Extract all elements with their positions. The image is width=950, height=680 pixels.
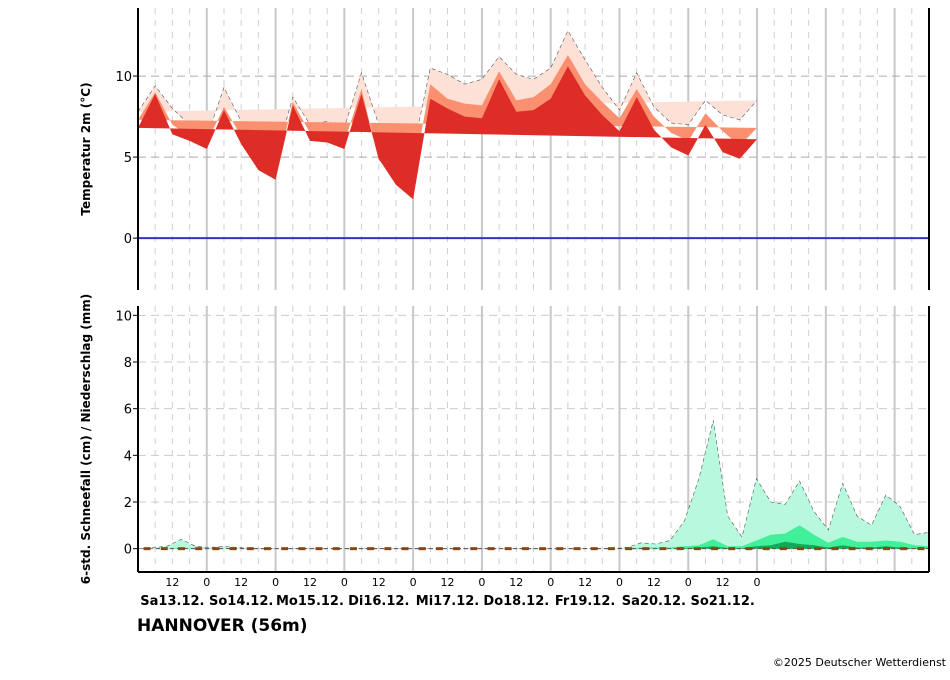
time-tick-label: 12: [303, 576, 317, 589]
snowfall-marker: [728, 547, 736, 551]
snowfall-marker: [401, 547, 409, 551]
station-title: HANNOVER (56m): [137, 616, 308, 636]
time-tick-label: 0: [478, 576, 485, 589]
snowfall-marker: [246, 547, 254, 551]
precipitation-tick-label: 0: [124, 543, 132, 558]
snowfall-marker: [573, 547, 581, 551]
copyright-notice: ©2025 Deutscher Wetterdienst: [772, 656, 946, 669]
precipitation-tick-label: 4: [124, 449, 132, 464]
precipitation-tick-label: 2: [124, 496, 132, 511]
snowfall-marker: [195, 547, 203, 551]
day-label: Mi17.12.: [416, 594, 479, 609]
snowfall-marker: [384, 547, 392, 551]
snowfall-marker: [143, 547, 151, 551]
snowfall-marker: [160, 547, 168, 551]
precipitation-tick-label: 6: [124, 403, 132, 418]
snowfall-marker: [556, 547, 564, 551]
snowfall-marker: [177, 547, 185, 551]
snowfall-marker: [625, 547, 633, 551]
snowfall-marker: [883, 547, 891, 551]
snowfall-marker: [504, 547, 512, 551]
time-tick-label: 12: [441, 576, 455, 589]
day-label: Sa20.12.: [622, 594, 686, 609]
snowfall-marker: [797, 547, 805, 551]
precipitation-panel: 0 2 4 6 8 10 6-std. Schneefall (cm) / Niedersc…: [79, 294, 930, 584]
snowfall-marker: [642, 547, 650, 551]
snowfall-marker: [487, 547, 495, 551]
snowfall-marker: [900, 547, 908, 551]
time-tick-label: 0: [410, 576, 417, 589]
snowfall-marker: [779, 547, 787, 551]
time-tick-label: 0: [616, 576, 623, 589]
snowfall-marker: [607, 547, 615, 551]
day-label: Mo15.12.: [276, 594, 344, 609]
snowfall-marker: [814, 547, 822, 551]
snowfall-marker: [745, 547, 753, 551]
snowfall-marker: [349, 547, 357, 551]
day-label: So14.12.: [209, 594, 273, 609]
snowfall-marker: [418, 547, 426, 551]
snowfall-marker: [917, 547, 925, 551]
time-tick-label: 0: [547, 576, 554, 589]
time-tick-label: 12: [234, 576, 248, 589]
snowfall-marker: [298, 547, 306, 551]
day-label: Sa13.12.: [140, 594, 204, 609]
precipitation-tick-label: 10: [115, 309, 132, 324]
snowfall-marker: [315, 547, 323, 551]
time-tick-label: 12: [165, 576, 179, 589]
time-tick-label: 12: [509, 576, 523, 589]
snowfall-marker: [521, 547, 529, 551]
time-tick-label: 0: [685, 576, 692, 589]
time-tick-label: 12: [716, 576, 730, 589]
temperature-band-inner: [138, 66, 757, 200]
snowfall-marker: [229, 547, 237, 551]
snowfall-marker: [693, 547, 701, 551]
snowfall-marker: [281, 547, 289, 551]
day-label: So21.12.: [690, 594, 754, 609]
day-label: Di16.12.: [348, 594, 409, 609]
snowfall-marker: [470, 547, 478, 551]
time-tick-label: 12: [578, 576, 592, 589]
snowfall-marker: [367, 547, 375, 551]
snowfall-marker: [865, 547, 873, 551]
temperature-tick-label: 5: [124, 151, 132, 166]
precipitation-band-outer: [137, 420, 930, 549]
temperature-tick-label: 10: [115, 70, 132, 85]
x-axis: 12 0 12 0 12 0 12 0 12 0 12 0 12 0 12 0 12 0 Sa13.12. So14.…: [140, 576, 760, 609]
day-label: Fr19.12.: [555, 594, 616, 609]
snowfall-marker: [831, 547, 839, 551]
snowfall-marker: [590, 547, 598, 551]
time-tick-label: 12: [647, 576, 661, 589]
precipitation-axis-label: 6-std. Schneefall (cm) / Niederschlag (m…: [79, 294, 93, 584]
day-label: Do18.12.: [483, 594, 549, 609]
snowfall-marker: [453, 547, 461, 551]
time-tick-label: 0: [341, 576, 348, 589]
snowfall-marker: [711, 547, 719, 551]
temperature-panel: 0 5 10 Temperatur 2m (°C): [79, 8, 930, 290]
time-tick-label: 12: [372, 576, 386, 589]
time-tick-label: 0: [754, 576, 761, 589]
snowfall-marker: [659, 547, 667, 551]
snowfall-marker: [212, 547, 220, 551]
temperature-axis-label: Temperatur 2m (°C): [79, 82, 93, 215]
time-tick-label: 0: [272, 576, 279, 589]
snowfall-marker: [676, 547, 684, 551]
snowfall-marker: [435, 547, 443, 551]
snowfall-marker: [332, 547, 340, 551]
snowfall-marker: [762, 547, 770, 551]
snowfall-marker: [848, 547, 856, 551]
temperature-tick-label: 0: [124, 232, 132, 247]
precipitation-tick-label: 8: [124, 356, 132, 371]
snowfall-marker: [263, 547, 271, 551]
snowfall-marker: [539, 547, 547, 551]
time-tick-label: 0: [203, 576, 210, 589]
